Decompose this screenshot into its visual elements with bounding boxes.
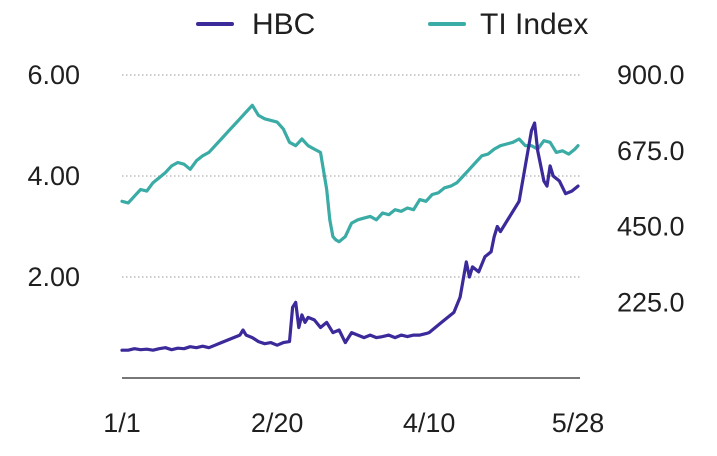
right-tick-label: 225.0 [617,287,685,317]
series-line-hbc [120,121,580,352]
x-tick-label: 1/1 [103,408,141,438]
x-axis-ticks: 1/1 2/20 4/10 5/28 [103,408,604,438]
gridlines [122,74,580,278]
left-tick-label: 2.00 [27,262,80,292]
x-tick-label: 5/28 [552,408,605,438]
left-tick-label: 6.00 [27,60,80,90]
left-tick-label: 4.00 [27,161,80,191]
right-axis-ticks: 225.0 450.0 675.0 900.0 [617,60,685,317]
left-axis-ticks: 2.00 4.00 6.00 [27,60,80,292]
legend-label: HBC [252,8,315,41]
right-tick-label: 675.0 [617,136,685,166]
right-tick-label: 900.0 [617,60,685,90]
legend-label: TI Index [480,8,588,41]
x-tick-label: 4/10 [403,408,456,438]
x-tick-label: 2/20 [251,408,304,438]
series-layer [120,103,580,352]
right-tick-label: 450.0 [617,212,685,242]
series-line-ti-index [120,103,580,244]
legend: HBC TI Index [196,8,588,41]
